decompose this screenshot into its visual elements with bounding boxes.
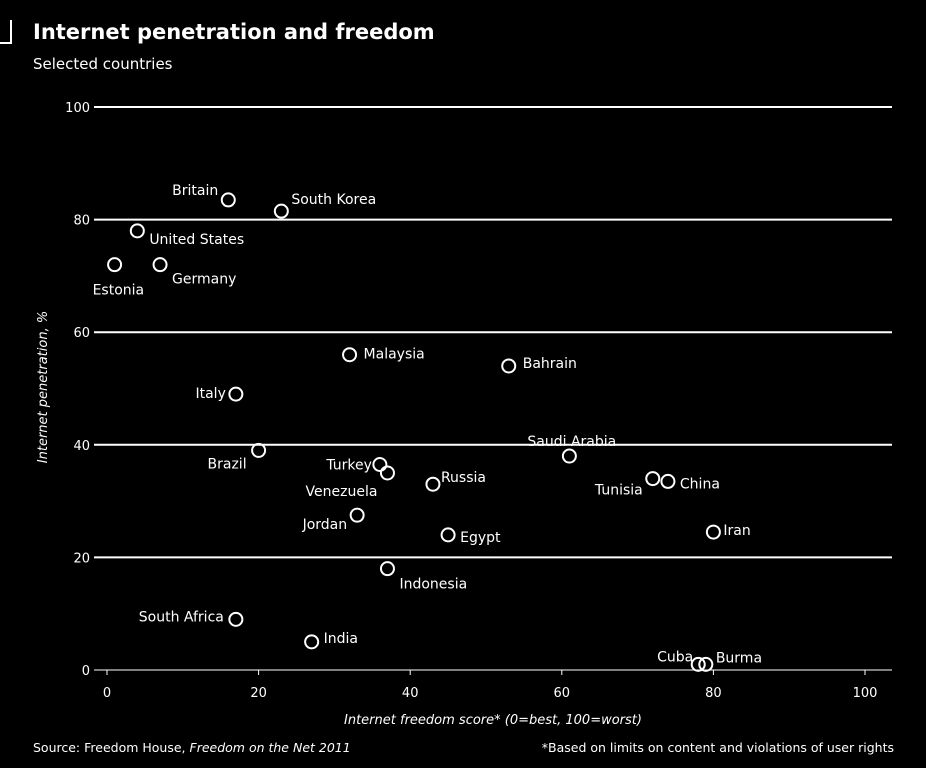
point-estonia: [107, 257, 123, 273]
point-label-venezuela: Venezuela: [306, 484, 378, 500]
point-label-south-africa: South Africa: [139, 609, 224, 625]
point-india: [304, 634, 320, 650]
data-points: [107, 192, 721, 672]
x-tick-label-80: 80: [705, 686, 722, 701]
footnote: *Based on limits on content and violatio…: [541, 740, 894, 755]
point-label-turkey: Turkey: [325, 458, 372, 474]
point-tunisia: [645, 471, 661, 487]
point-label-germany: Germany: [172, 272, 236, 288]
point-label-cuba: Cuba: [657, 649, 693, 665]
x-tick-label-0: 0: [103, 686, 111, 701]
point-italy: [228, 386, 244, 402]
point-label-russia: Russia: [441, 470, 486, 486]
source-note: Source: Freedom House, Freedom on the Ne…: [33, 740, 351, 755]
point-malaysia: [342, 347, 358, 363]
point-label-south-korea: South Korea: [291, 192, 376, 208]
point-south-korea: [273, 203, 289, 219]
point-iran: [705, 524, 721, 540]
point-label-brazil: Brazil: [208, 456, 247, 472]
point-label-estonia: Estonia: [93, 283, 145, 299]
point-label-bahrain: Bahrain: [523, 356, 577, 372]
y-tick-labels: 0 20 40 60 80 100: [65, 101, 90, 679]
point-cuba: [690, 656, 706, 672]
gridlines: [94, 106, 892, 559]
y-tick-label-100: 100: [65, 101, 90, 116]
y-tick-label-20: 20: [73, 551, 90, 566]
source-prefix: Source: Freedom House,: [33, 740, 190, 755]
point-label-burma: Burma: [716, 650, 762, 666]
point-turkey: [372, 457, 388, 473]
x-axis-label: Internet freedom score* (0=best, 100=wor…: [344, 713, 642, 728]
point-label-india: India: [324, 631, 358, 647]
point-label-tunisia: Tunisia: [594, 483, 643, 499]
x-tick-label-100: 100: [853, 686, 878, 701]
point-venezuela: [379, 465, 395, 481]
point-label-jordan: Jordan: [302, 517, 348, 533]
chart-subtitle: Selected countries: [33, 55, 173, 73]
point-label-iran: Iran: [723, 523, 750, 539]
point-china: [660, 473, 676, 489]
point-label-britain: Britain: [172, 183, 218, 199]
y-tick-label-40: 40: [73, 439, 90, 454]
point-germany: [152, 257, 168, 273]
x-tick-label-20: 20: [250, 686, 267, 701]
point-jordan: [349, 507, 365, 523]
y-tick-label-60: 60: [73, 326, 90, 341]
source-publication: Freedom on the Net 2011: [189, 740, 351, 755]
point-egypt: [440, 527, 456, 543]
point-labels: Britain South Korea United States Estonia Ge…: [93, 183, 762, 666]
point-label-indonesia: Indonesia: [399, 577, 467, 593]
chart-title: Internet penetration and freedom: [33, 20, 435, 44]
point-burma: [698, 656, 714, 672]
y-axis-label: Internet penetration, %: [36, 311, 51, 463]
title-accent-rule: [0, 42, 12, 44]
point-united-states: [129, 223, 145, 239]
point-label-malaysia: Malaysia: [364, 347, 425, 363]
x-tick-label-60: 60: [554, 686, 571, 701]
point-south-africa: [228, 611, 244, 627]
point-label-united-states: United States: [149, 232, 244, 248]
point-label-egypt: Egypt: [460, 530, 501, 546]
x-axis: 0 20 40 60 80 100: [94, 669, 892, 701]
point-russia: [425, 476, 441, 492]
point-saudi-arabia: [561, 448, 577, 464]
point-label-china: China: [680, 476, 720, 492]
point-indonesia: [379, 561, 395, 577]
point-label-italy: Italy: [195, 386, 225, 402]
point-bahrain: [501, 358, 517, 374]
x-tick-label-40: 40: [402, 686, 419, 701]
point-label-saudi-arabia: Saudi Arabia: [527, 434, 616, 450]
y-tick-label-0: 0: [82, 664, 90, 679]
title-accent-bar: [10, 20, 12, 44]
y-tick-label-80: 80: [73, 214, 90, 229]
point-brazil: [251, 442, 267, 458]
point-britain: [220, 192, 236, 208]
